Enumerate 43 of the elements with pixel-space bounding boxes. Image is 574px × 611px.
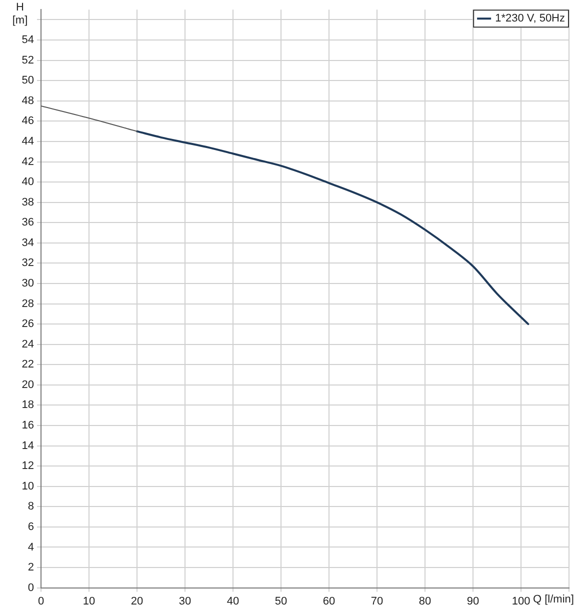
y-tick-label: 6 (28, 520, 34, 533)
y-tick-label: 24 (22, 338, 34, 350)
x-tick-label: 40 (226, 595, 240, 608)
y-tick-label: 44 (22, 136, 34, 148)
y-tick-label: 36 (22, 216, 34, 229)
y-tick-label: 12 (22, 460, 34, 472)
y-tick-label: 32 (22, 257, 34, 270)
y-tick-label: 0 (28, 582, 34, 594)
x-tick-label: 70 (370, 595, 384, 608)
x-tick-label: 80 (418, 595, 432, 608)
y-tick-label: 14 (22, 440, 34, 452)
y-tick-label: 38 (22, 196, 34, 208)
y-tick-label: 48 (22, 94, 34, 107)
x-axis-title: Q [l/min] (533, 593, 574, 606)
y-tick-label: 4 (28, 541, 34, 554)
y-tick-label: 50 (22, 74, 34, 87)
y-tick-label: 10 (22, 480, 34, 492)
y-tick-label: 40 (22, 176, 34, 188)
y-tick-label: 2 (28, 562, 34, 574)
line-series (136, 130, 530, 326)
y-tick-label: 28 (22, 298, 34, 310)
y-tick-label: 52 (22, 54, 34, 66)
legend-label: 1*230 V, 50Hz (495, 12, 566, 25)
y-tick-label: 34 (22, 236, 34, 249)
y-tick-label: 18 (22, 399, 34, 412)
x-tick-label: 0 (38, 595, 44, 608)
y-tick-label: 8 (28, 500, 34, 513)
x-tick-label: 100 (512, 595, 530, 608)
x-tick-label: 50 (274, 595, 288, 608)
y-tick-label: 16 (22, 420, 34, 432)
y-tick-label: 42 (22, 156, 34, 168)
x-tick-label: 90 (466, 595, 480, 608)
x-tick-label: 20 (130, 595, 144, 608)
y-tick-label: 54 (22, 34, 34, 46)
x-tick-label: 30 (178, 595, 192, 608)
y-tick-label: 46 (22, 115, 34, 128)
y-tick-label: 26 (22, 318, 34, 330)
y-tick-label: 20 (22, 378, 34, 391)
x-tick-label: 10 (82, 595, 96, 608)
y-tick-label: 22 (22, 358, 34, 371)
y-tick-label: 30 (22, 278, 34, 290)
x-tick-label: 60 (322, 595, 336, 608)
y-axis-title: H [m] (12, 2, 28, 27)
